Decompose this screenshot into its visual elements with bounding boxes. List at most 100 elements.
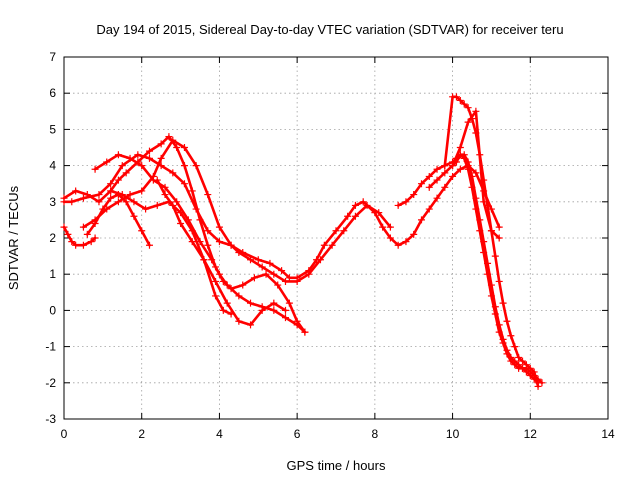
data-point bbox=[305, 270, 313, 278]
data-point bbox=[114, 151, 122, 159]
series-arc-8 bbox=[153, 176, 289, 329]
data-point bbox=[281, 277, 289, 285]
data-point bbox=[118, 162, 126, 170]
data-point bbox=[460, 100, 468, 108]
data-point bbox=[503, 317, 511, 325]
data-point bbox=[169, 136, 177, 144]
x-tick-label: 14 bbox=[601, 427, 615, 441]
data-point bbox=[410, 191, 418, 199]
data-point bbox=[192, 162, 200, 170]
data-point bbox=[452, 93, 460, 101]
data-point bbox=[258, 263, 266, 271]
series-arc-4 bbox=[79, 136, 394, 285]
data-point bbox=[456, 165, 464, 173]
data-point bbox=[285, 299, 293, 307]
data-point bbox=[441, 183, 449, 191]
data-point bbox=[212, 277, 220, 285]
data-point bbox=[293, 277, 301, 285]
data-point bbox=[114, 176, 122, 184]
grid bbox=[64, 57, 608, 419]
data-point bbox=[328, 241, 336, 249]
data-point bbox=[95, 198, 103, 206]
x-tick-label: 0 bbox=[61, 427, 68, 441]
data-point bbox=[91, 234, 99, 242]
data-point bbox=[379, 223, 387, 231]
data-point bbox=[83, 191, 91, 199]
data-point bbox=[188, 227, 196, 235]
data-point bbox=[534, 382, 542, 390]
data-point bbox=[503, 350, 511, 358]
data-point bbox=[219, 306, 227, 314]
data-point bbox=[79, 223, 87, 231]
data-point bbox=[402, 238, 410, 246]
data-point bbox=[499, 339, 507, 347]
data-point bbox=[281, 306, 289, 314]
data-point bbox=[386, 234, 394, 242]
data-point bbox=[410, 230, 418, 238]
data-point bbox=[145, 154, 153, 162]
data-point bbox=[79, 194, 87, 202]
data-point bbox=[511, 361, 519, 369]
data-point bbox=[472, 107, 480, 115]
data-point bbox=[235, 292, 243, 300]
data-point bbox=[87, 238, 95, 246]
data-point bbox=[507, 332, 515, 340]
data-point bbox=[394, 201, 402, 209]
data-point bbox=[227, 241, 235, 249]
data-point bbox=[363, 201, 371, 209]
data-point bbox=[223, 281, 231, 289]
data-point bbox=[153, 176, 161, 184]
data-point bbox=[138, 227, 146, 235]
axis-ticks bbox=[63, 56, 609, 420]
data-point bbox=[491, 252, 499, 260]
data-point bbox=[204, 241, 212, 249]
data-point bbox=[316, 256, 324, 264]
data-point bbox=[472, 169, 480, 177]
data-point bbox=[138, 187, 146, 195]
y-tick-label: 0 bbox=[49, 303, 56, 317]
series-line bbox=[396, 153, 544, 385]
data-point bbox=[425, 172, 433, 180]
data-point bbox=[169, 169, 177, 177]
data-point bbox=[79, 241, 87, 249]
data-point bbox=[507, 357, 515, 365]
data-point bbox=[60, 194, 68, 202]
data-point bbox=[169, 201, 177, 209]
data-point bbox=[456, 144, 464, 151]
data-point bbox=[441, 169, 449, 177]
series-arc-1 bbox=[60, 223, 99, 249]
data-point bbox=[394, 241, 402, 249]
data-point bbox=[278, 267, 286, 275]
data-point bbox=[464, 165, 472, 173]
data-point bbox=[204, 191, 212, 199]
y-tick-label: 6 bbox=[49, 86, 56, 100]
data-point bbox=[258, 306, 266, 314]
data-point bbox=[247, 256, 255, 264]
data-point bbox=[433, 194, 441, 202]
data-point bbox=[495, 277, 503, 285]
data-point bbox=[526, 372, 534, 380]
data-point bbox=[122, 169, 130, 177]
data-point bbox=[433, 165, 441, 173]
data-point bbox=[511, 343, 519, 351]
data-point bbox=[180, 162, 188, 170]
data-point bbox=[320, 241, 328, 249]
data-point bbox=[208, 256, 216, 264]
data-point bbox=[425, 205, 433, 213]
x-tick-label: 6 bbox=[294, 427, 301, 441]
data-point bbox=[215, 223, 223, 231]
data-point bbox=[480, 248, 488, 256]
data-point bbox=[72, 187, 80, 195]
data-point bbox=[177, 220, 185, 228]
data-point bbox=[449, 162, 457, 170]
data-point bbox=[239, 281, 247, 289]
data-point bbox=[515, 353, 523, 361]
data-point bbox=[270, 299, 278, 307]
y-tick-label: 2 bbox=[49, 231, 56, 245]
data-point bbox=[441, 162, 449, 170]
series-arc-9 bbox=[394, 151, 546, 387]
series-arc-10 bbox=[425, 151, 542, 387]
y-tick-label: 5 bbox=[49, 122, 56, 136]
data-point bbox=[499, 299, 507, 307]
data-point bbox=[165, 133, 173, 141]
